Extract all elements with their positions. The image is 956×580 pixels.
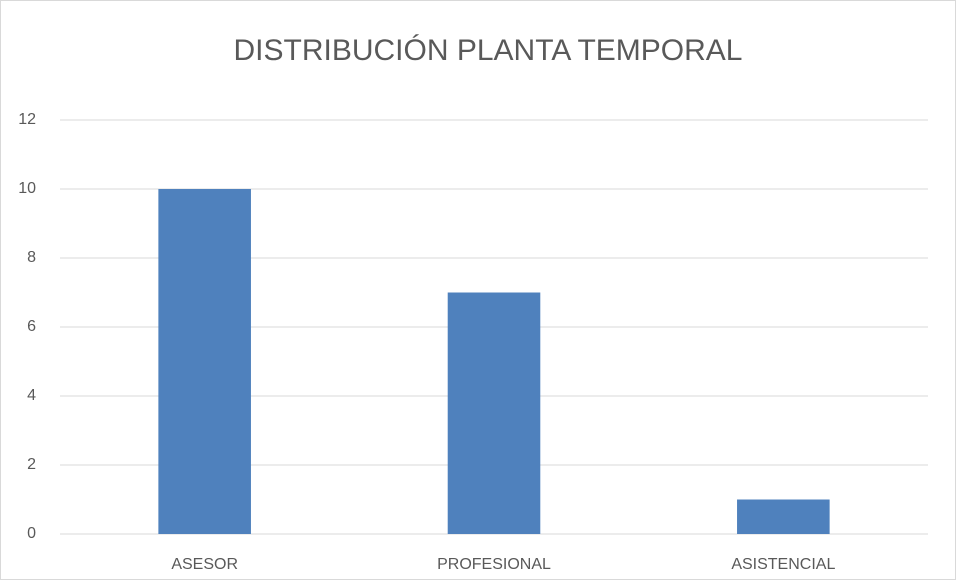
bar	[737, 499, 830, 534]
chart-title: DISTRIBUCIÓN PLANTA TEMPORAL	[234, 34, 743, 67]
y-tick-label: 6	[27, 318, 36, 335]
x-tick-label: ASESOR	[171, 556, 238, 573]
bar	[447, 292, 541, 534]
y-tick-label: 8	[27, 249, 36, 266]
bar	[158, 189, 251, 534]
y-tick-label: 12	[18, 111, 36, 128]
y-tick-label: 4	[27, 387, 36, 404]
y-tick-label: 2	[27, 456, 36, 473]
x-tick-label: ASISTENCIAL	[731, 556, 835, 573]
x-tick-label: PROFESIONAL	[437, 556, 551, 573]
y-tick-label: 10	[18, 180, 36, 197]
y-tick-label: 0	[27, 525, 36, 542]
